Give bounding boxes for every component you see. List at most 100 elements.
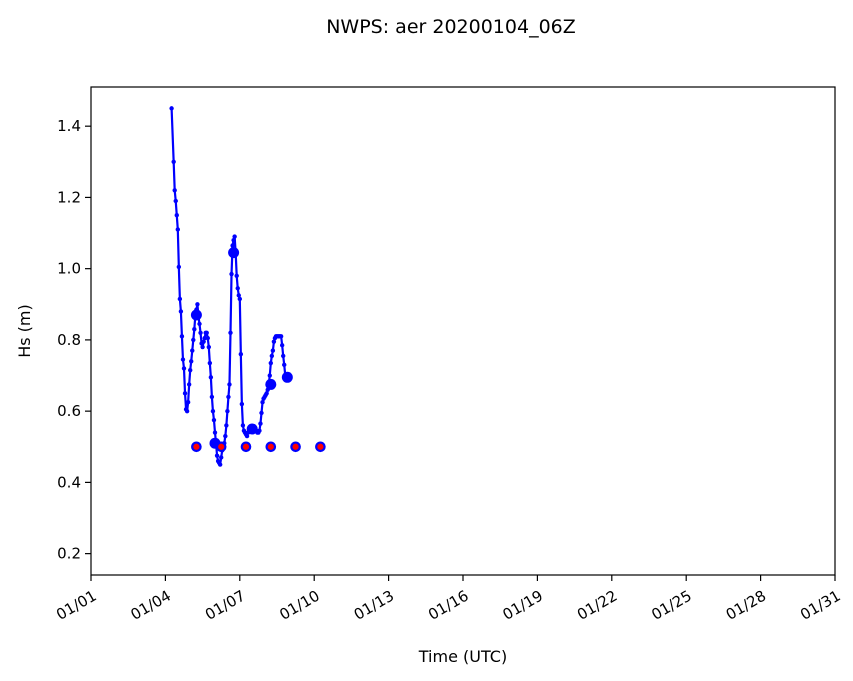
series-point xyxy=(271,339,277,344)
x-tick-label: 01/28 xyxy=(723,587,769,624)
y-axis-label: Hs (m) xyxy=(15,304,34,358)
series-point xyxy=(200,344,205,350)
series-point xyxy=(172,188,177,193)
y-tick-label: 0.6 xyxy=(57,402,81,420)
series-point xyxy=(176,264,182,270)
series-point xyxy=(231,237,236,243)
series-point xyxy=(267,373,272,378)
series-point xyxy=(182,391,188,396)
obs-point xyxy=(215,441,227,453)
series-point xyxy=(210,408,216,414)
series-point xyxy=(174,213,179,218)
y-tick-label: 1.4 xyxy=(57,117,81,135)
series-point xyxy=(230,243,235,248)
series-highlight-point xyxy=(190,309,202,321)
series-point xyxy=(232,234,237,239)
x-tick-label: 01/07 xyxy=(202,587,248,624)
series-point xyxy=(238,351,244,357)
series-point xyxy=(205,335,210,341)
series-point xyxy=(282,362,287,368)
series-point xyxy=(264,391,269,396)
obs-point xyxy=(240,441,252,453)
series-point xyxy=(204,330,209,335)
series-point xyxy=(171,159,176,165)
series-point xyxy=(260,400,265,405)
series-point xyxy=(184,408,190,414)
obs-point xyxy=(265,441,277,453)
series-point xyxy=(206,344,211,350)
series-point xyxy=(224,423,229,428)
series-point xyxy=(211,417,217,423)
chart-title: NWPS: aer 20200104_06Z xyxy=(326,16,576,38)
series-point xyxy=(178,309,184,314)
series-point xyxy=(234,273,239,278)
series-point xyxy=(195,302,200,307)
series-point xyxy=(197,321,202,327)
x-axis-label: Time (UTC) xyxy=(418,647,507,666)
series-point xyxy=(180,357,186,362)
series-point xyxy=(281,353,286,359)
series-point xyxy=(257,428,262,433)
series-point xyxy=(192,327,197,332)
series-point xyxy=(208,375,214,380)
y-tick-label: 1.0 xyxy=(57,260,81,278)
y-tick-label: 0.2 xyxy=(57,545,81,563)
obs-point xyxy=(315,441,326,453)
series-point xyxy=(223,433,228,439)
series-point xyxy=(179,334,185,339)
series-point xyxy=(175,227,180,232)
x-tick-label: 01/04 xyxy=(128,587,174,624)
series-highlight-point xyxy=(265,378,277,390)
y-tick-label: 0.8 xyxy=(57,331,81,349)
series-point xyxy=(229,271,234,277)
series-point xyxy=(169,106,174,111)
x-tick-label: 01/31 xyxy=(797,587,843,624)
series-point xyxy=(258,421,263,426)
series-point xyxy=(244,433,250,439)
series-point xyxy=(181,366,187,371)
series-point xyxy=(239,401,245,407)
series-point xyxy=(279,343,285,348)
x-tick-label: 01/22 xyxy=(574,587,620,624)
series-highlight-point xyxy=(281,371,293,383)
series-point xyxy=(186,382,192,387)
series-point xyxy=(188,367,193,373)
series-point xyxy=(212,430,218,435)
series-point xyxy=(217,462,223,467)
y-tick-label: 1.2 xyxy=(57,188,81,206)
y-tick-label: 0.4 xyxy=(57,473,81,491)
series-point xyxy=(226,394,231,400)
x-tick-label: 01/16 xyxy=(425,587,471,624)
series-point xyxy=(177,296,183,302)
series-point xyxy=(228,330,233,335)
series-point xyxy=(189,359,194,364)
x-tick-label: 01/19 xyxy=(500,587,546,624)
series-point xyxy=(278,334,284,339)
series-point xyxy=(209,394,215,400)
y-axis-ticks: 0.2 0.4 0.6 0.8 1.0 1.2 1.4 xyxy=(57,117,91,563)
series-point xyxy=(237,296,242,302)
series-point xyxy=(202,335,207,341)
x-tick-label: 01/01 xyxy=(53,587,99,624)
series-layer xyxy=(169,106,326,467)
series-point xyxy=(259,410,264,416)
obs-point xyxy=(191,441,202,453)
series-point xyxy=(225,408,230,414)
series-point xyxy=(219,455,224,460)
series-point xyxy=(235,286,240,291)
series-point xyxy=(269,353,275,359)
x-tick-label: 01/25 xyxy=(648,587,694,624)
series-point xyxy=(173,198,178,204)
series-point xyxy=(201,339,206,344)
obs-point xyxy=(290,441,301,453)
series-point xyxy=(214,453,220,458)
series-point xyxy=(198,330,203,335)
x-tick-label: 01/10 xyxy=(276,587,322,624)
series-point xyxy=(270,348,276,353)
series-point xyxy=(240,423,246,428)
series-point xyxy=(236,293,241,298)
x-axis-ticks: 01/01 01/04 01/07 01/10 01/13 01/16 01/19 01/22… xyxy=(53,575,844,624)
plot-frame xyxy=(90,86,836,576)
